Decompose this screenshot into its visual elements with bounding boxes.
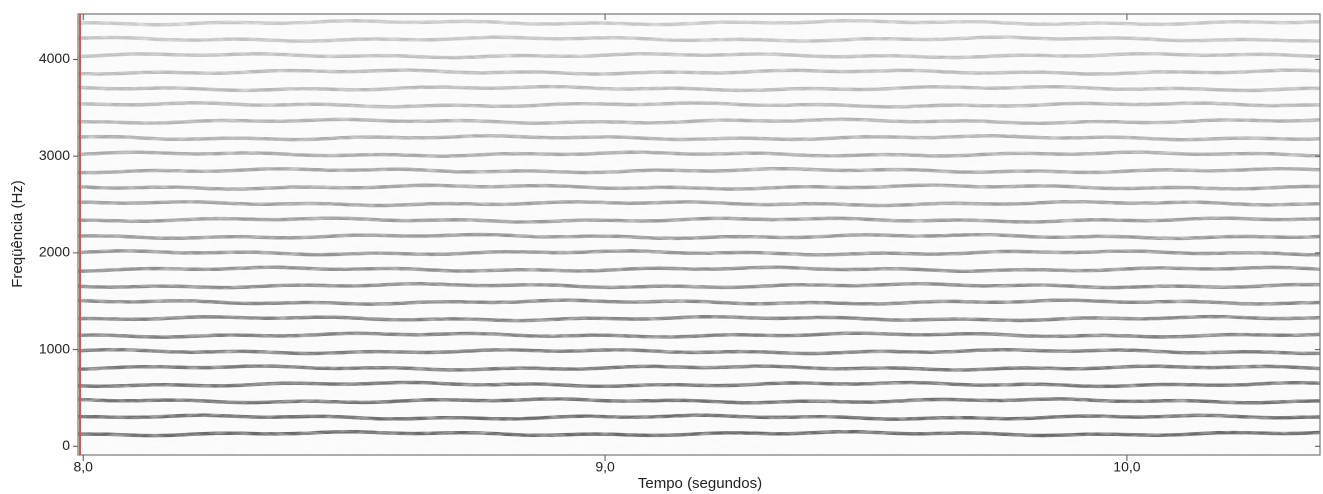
plot-frame — [77, 13, 1321, 456]
x-tick-label: 10,0 — [1113, 459, 1140, 475]
y-axis-title: Freqüência (Hz) — [9, 180, 26, 288]
x-axis-title: Tempo (segundos) — [638, 475, 762, 492]
y-tick-label: 4000 — [39, 50, 70, 66]
y-tick-label: 1000 — [39, 340, 70, 356]
y-tick-label: 2000 — [39, 244, 70, 260]
y-tick-label: 0 — [62, 437, 70, 453]
x-tick-label: 8,0 — [73, 459, 93, 475]
y-tick-label: 3000 — [39, 147, 70, 163]
noise-texture — [78, 14, 1320, 455]
x-tick-label: 9,0 — [595, 459, 615, 475]
